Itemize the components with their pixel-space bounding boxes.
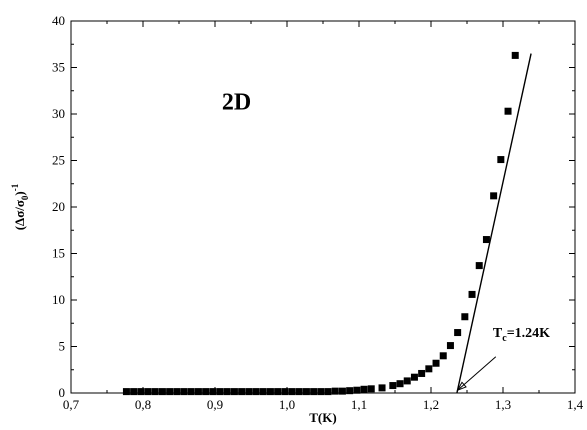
- y-tick-label: 0: [59, 385, 66, 400]
- data-point: [173, 388, 181, 396]
- tick-labels: 0,7 0,8 0,9 1,0 1,1 1,2 1,3 1,4 0 5 10 15 20 25 30 35 40: [52, 13, 584, 412]
- data-point: [187, 388, 195, 396]
- data-point: [497, 156, 505, 164]
- data-point: [432, 359, 440, 367]
- y-tick-label: 40: [52, 13, 65, 28]
- data-point: [461, 313, 469, 321]
- data-point: [194, 388, 202, 396]
- y-axis-label-sub: 0: [20, 195, 30, 200]
- data-point: [454, 329, 462, 337]
- x-tick-label: 1,3: [495, 397, 511, 412]
- fit-line: [456, 53, 532, 394]
- data-point: [158, 388, 166, 396]
- data-point: [238, 388, 246, 396]
- data-point: [403, 377, 411, 385]
- data-point: [331, 387, 339, 395]
- data-point: [353, 386, 361, 394]
- x-axis-label: T(K): [309, 410, 336, 425]
- data-point: [410, 373, 418, 381]
- y-tick-label: 20: [52, 199, 65, 214]
- data-point: [137, 388, 145, 396]
- data-point: [144, 388, 152, 396]
- data-point: [230, 388, 238, 396]
- y-tick-label: 10: [52, 292, 65, 307]
- data-point: [209, 388, 217, 396]
- data-point: [295, 388, 303, 396]
- data-point: [446, 342, 454, 350]
- data-point: [378, 384, 386, 392]
- x-tick-label: 1,4: [567, 397, 584, 412]
- data-point: [180, 388, 188, 396]
- y-axis-label: (Δσ/σ0)-1: [10, 183, 30, 230]
- data-point: [504, 107, 512, 115]
- data-point: [367, 385, 375, 393]
- data-point: [324, 388, 332, 396]
- tc-label-rest: =1.24K: [507, 326, 550, 341]
- data-point: [418, 369, 426, 377]
- data-point: [482, 236, 490, 244]
- data-point: [317, 388, 325, 396]
- data-point: [310, 388, 318, 396]
- data-point: [281, 388, 289, 396]
- data-point: [468, 290, 476, 298]
- data-point: [425, 365, 433, 373]
- y-tick-label: 5: [59, 339, 66, 354]
- data-point: [302, 388, 310, 396]
- x-tick-label: 0,8: [135, 397, 151, 412]
- data-point: [245, 388, 253, 396]
- y-tick-label: 25: [52, 153, 65, 168]
- data-point: [288, 388, 296, 396]
- x-tick-label: 1,2: [423, 397, 439, 412]
- x-tick-label: 1,1: [351, 397, 367, 412]
- data-point: [396, 380, 404, 388]
- data-point: [274, 388, 282, 396]
- data-point: [511, 51, 519, 59]
- data-point: [223, 388, 231, 396]
- tc-annotation: Tc=1.24K: [456, 326, 550, 392]
- y-axis-label-main: (Δσ/σ: [12, 200, 27, 230]
- data-point: [490, 192, 498, 200]
- data-point: [360, 385, 368, 393]
- tc-arrowhead: [456, 381, 467, 392]
- y-axis-label-tail: ): [12, 191, 27, 195]
- dimension-label: 2D: [222, 89, 251, 115]
- data-point: [202, 388, 210, 396]
- data-point: [389, 382, 397, 390]
- data-point: [439, 352, 447, 360]
- y-tick-label: 30: [52, 106, 65, 121]
- data-point: [338, 387, 346, 395]
- data-points: [122, 51, 519, 396]
- tc-label: Tc=1.24K: [493, 326, 550, 344]
- y-axis-label-sup: -1: [10, 183, 20, 191]
- data-point: [259, 388, 267, 396]
- data-point: [130, 388, 138, 396]
- y-tick-label: 35: [52, 60, 65, 75]
- data-point: [475, 262, 483, 270]
- y-tick-label: 15: [52, 246, 65, 261]
- x-tick-label: 0,7: [63, 397, 80, 412]
- data-point: [166, 388, 174, 396]
- data-point: [122, 388, 130, 396]
- data-point: [346, 387, 354, 395]
- data-point: [252, 388, 260, 396]
- data-point: [151, 388, 159, 396]
- x-tick-label: 1,0: [279, 397, 295, 412]
- data-point: [216, 388, 224, 396]
- data-point: [266, 388, 274, 396]
- tc-label-main: T: [493, 326, 503, 341]
- tc-label-sub: c: [502, 333, 507, 344]
- x-tick-label: 0,9: [207, 397, 223, 412]
